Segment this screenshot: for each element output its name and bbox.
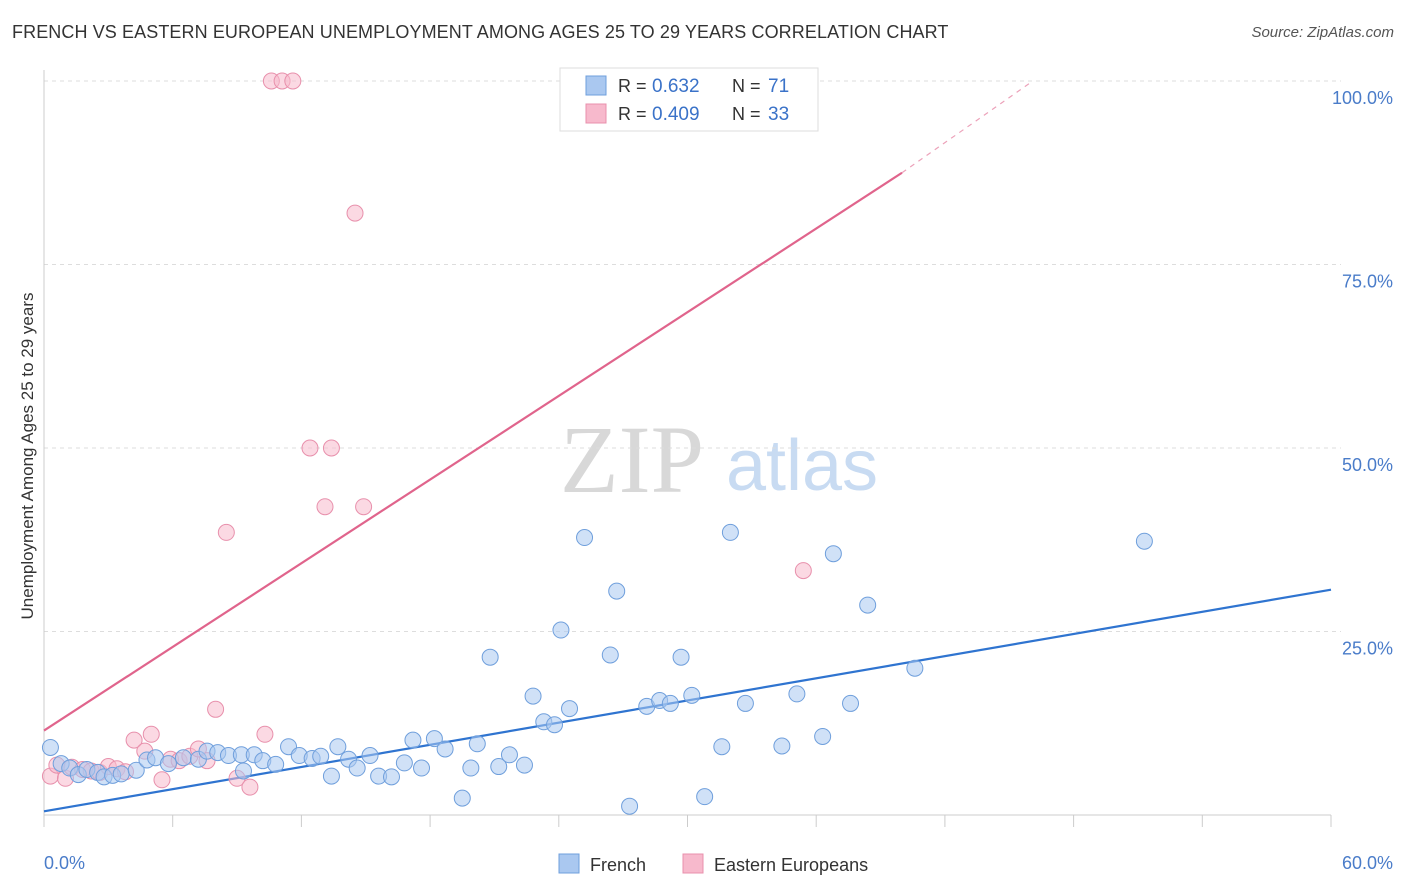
eastern-europeans-point	[153, 771, 171, 789]
gridlines	[44, 80, 1341, 632]
french-point	[736, 694, 754, 712]
french-point	[41, 738, 59, 756]
eastern-europeans-point	[355, 498, 373, 516]
eastern-europeans-point	[794, 562, 812, 580]
legend-n-value-french: 71	[768, 76, 789, 97]
legend-n-value-east: 33	[768, 104, 789, 125]
french-point	[608, 582, 626, 600]
french-point	[672, 648, 690, 666]
french-point	[713, 738, 731, 756]
french-point	[453, 789, 471, 807]
french-point	[382, 768, 400, 786]
french-point	[267, 755, 285, 773]
french-point	[576, 529, 594, 547]
eastern-europeans-point	[316, 498, 334, 516]
tick-labels: 25.0% 50.0% 75.0% 100.0% 0.0% 60.0%	[44, 88, 1393, 873]
legend-swatch-french	[585, 75, 607, 96]
french-point	[413, 759, 431, 777]
axes	[43, 70, 1332, 827]
x-tick-label-max: 60.0%	[1342, 853, 1393, 873]
french-point	[773, 737, 791, 755]
eastern-europeans-point	[322, 439, 340, 457]
chart-title: FRENCH VS EASTERN EUROPEAN UNEMPLOYMENT …	[12, 22, 949, 42]
legend-n-label: N =	[732, 104, 761, 124]
french-point	[404, 731, 422, 749]
french-point	[322, 767, 340, 785]
watermark-atlas: atlas	[726, 426, 878, 506]
x-tick-label-min: 0.0%	[44, 853, 85, 873]
eastern-europeans-point	[125, 731, 143, 749]
french-point	[601, 646, 619, 664]
series-legend-french: French	[590, 855, 646, 875]
y-tick-label: 100.0%	[1332, 88, 1393, 108]
legend-r-label: R =	[618, 76, 647, 96]
french-point	[696, 788, 714, 806]
eastern-europeans-trend-line	[43, 171, 903, 732]
french-point	[859, 596, 877, 614]
eastern-europeans-point	[256, 725, 274, 743]
stats-legend: R = 0.632 N = 71 R = 0.409 N = 33	[559, 67, 819, 132]
french-points	[41, 523, 1153, 815]
french-point	[524, 687, 542, 705]
source-credit: Source: ZipAtlas.com	[1251, 24, 1394, 41]
french-point	[621, 797, 639, 815]
french-point	[462, 759, 480, 777]
french-point	[824, 545, 842, 563]
french-point	[468, 735, 486, 753]
french-point	[329, 738, 347, 756]
french-point	[481, 648, 499, 666]
french-point	[661, 694, 679, 712]
legend-swatch-east	[585, 103, 607, 124]
y-tick-label: 50.0%	[1342, 455, 1393, 475]
french-point	[425, 730, 443, 748]
french-point	[500, 746, 518, 764]
eastern-europeans-point	[241, 778, 259, 796]
french-point	[906, 659, 924, 677]
french-point	[174, 749, 192, 767]
eastern-europeans-point	[284, 72, 302, 90]
french-point	[842, 694, 860, 712]
french-point	[159, 755, 177, 773]
y-tick-label: 25.0%	[1342, 639, 1393, 659]
series-legend-swatch-east	[682, 853, 704, 874]
eastern-europeans-point	[142, 725, 160, 743]
french-point	[361, 747, 379, 765]
french-point	[490, 758, 508, 776]
french-point	[546, 716, 564, 734]
eastern-europeans-point	[346, 204, 364, 222]
french-point	[234, 762, 252, 780]
french-point	[515, 756, 533, 774]
french-point	[721, 523, 739, 541]
eastern-europeans-trend-extension	[901, 80, 1034, 174]
french-point	[312, 747, 330, 765]
watermark-zip: ZIP	[560, 406, 704, 513]
legend-n-label: N =	[732, 76, 761, 96]
french-point	[788, 685, 806, 703]
french-point	[112, 765, 130, 783]
french-point	[436, 740, 454, 758]
french-point	[1135, 532, 1153, 550]
eastern-europeans-point	[207, 700, 225, 718]
eastern-europeans-point	[217, 523, 235, 541]
french-point	[127, 761, 145, 779]
legend-r-value-french: 0.632	[652, 76, 700, 97]
legend-r-value-east: 0.409	[652, 104, 700, 125]
legend-r-label: R =	[618, 104, 647, 124]
french-point	[348, 759, 366, 777]
french-point	[683, 686, 701, 704]
series-legend-swatch-french	[558, 853, 580, 874]
french-point	[395, 754, 413, 772]
series-legend: French Eastern Europeans	[558, 853, 868, 875]
series-legend-east: Eastern Europeans	[714, 855, 868, 875]
french-point	[561, 700, 579, 718]
y-tick-label: 75.0%	[1342, 272, 1393, 292]
french-point	[814, 727, 832, 745]
eastern-europeans-point	[301, 439, 319, 457]
french-point	[552, 621, 570, 639]
